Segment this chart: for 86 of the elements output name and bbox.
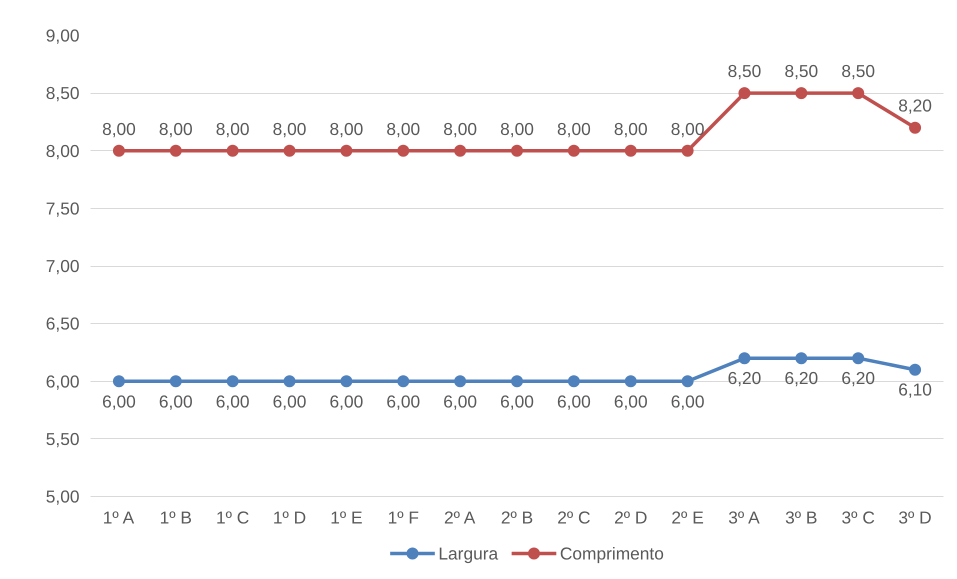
x-tick-label: 2º D xyxy=(614,508,648,528)
data-label: 8,00 xyxy=(500,118,534,139)
point xyxy=(284,144,296,157)
data-label: 6,10 xyxy=(898,380,932,400)
x-tick-label: 3º A xyxy=(728,508,760,528)
point xyxy=(624,375,637,388)
point xyxy=(795,352,808,364)
x-tick-label: 2º E xyxy=(671,508,704,528)
point xyxy=(226,144,239,157)
data-label: 6,00 xyxy=(443,391,478,412)
point xyxy=(738,352,750,364)
data-label: 8,50 xyxy=(841,61,876,82)
data-label: 8,00 xyxy=(158,118,193,139)
x-tick-label: 1º A xyxy=(102,508,135,528)
point xyxy=(909,122,922,134)
point xyxy=(795,87,808,100)
point xyxy=(284,375,296,388)
point xyxy=(852,87,864,100)
data-label: 6,00 xyxy=(216,391,250,412)
point xyxy=(340,144,352,157)
data-label: 8,00 xyxy=(330,118,364,139)
y-tick-label: 7,50 xyxy=(46,198,80,218)
data-label: 6,20 xyxy=(784,368,818,388)
data-label: 6,00 xyxy=(330,391,364,412)
legend-label: Comprimento xyxy=(560,544,664,564)
x-tick-label: 2º A xyxy=(444,508,476,528)
point xyxy=(170,144,182,157)
y-tick-label: 7,00 xyxy=(46,256,80,276)
x-tick-label: 1º B xyxy=(160,508,192,528)
data-label: 6,00 xyxy=(386,391,420,412)
point xyxy=(682,375,694,388)
y-tick-label: 8,50 xyxy=(46,83,80,104)
point xyxy=(112,144,125,157)
data-label: 6,00 xyxy=(614,391,648,412)
point xyxy=(397,375,410,388)
x-tick-label: 3º C xyxy=(842,508,875,528)
point xyxy=(738,87,750,100)
x-tick-label: 2º C xyxy=(557,508,591,528)
point xyxy=(624,144,637,157)
point xyxy=(226,375,239,388)
data-label: 8,00 xyxy=(386,118,420,139)
data-label: 6,00 xyxy=(557,391,591,412)
data-label: 6,20 xyxy=(841,368,876,388)
x-tick-label: 3º B xyxy=(785,508,818,528)
data-label: 8,00 xyxy=(614,118,648,139)
data-label: 6,00 xyxy=(158,391,193,412)
x-tick-label: 1º E xyxy=(330,508,363,528)
data-label: 6,00 xyxy=(272,391,306,412)
point xyxy=(682,144,694,157)
data-label: 8,50 xyxy=(728,61,762,82)
data-label: 8,00 xyxy=(670,118,704,139)
data-label: 8,00 xyxy=(443,118,478,139)
y-tick-label: 5,50 xyxy=(46,428,80,449)
legend-label: Largura xyxy=(438,544,498,564)
y-tick-label: 5,00 xyxy=(46,486,80,506)
data-label: 6,00 xyxy=(500,391,534,412)
y-tick-label: 9,00 xyxy=(46,26,80,46)
x-tick-label: 1º C xyxy=(216,508,250,528)
data-label: 8,00 xyxy=(272,118,306,139)
point xyxy=(852,352,864,364)
y-tick-label: 8,00 xyxy=(46,140,80,161)
x-tick-label: 1º F xyxy=(388,508,419,528)
point xyxy=(397,144,410,157)
point xyxy=(170,375,182,388)
x-tick-label: 3º D xyxy=(898,508,932,528)
point xyxy=(511,375,523,388)
x-tick-label: 1º D xyxy=(272,508,306,528)
point xyxy=(511,144,523,157)
data-label: 6,00 xyxy=(670,391,704,412)
data-label: 6,20 xyxy=(728,368,762,388)
y-tick-label: 6,50 xyxy=(46,314,80,334)
point xyxy=(340,375,352,388)
point xyxy=(568,375,580,388)
point xyxy=(112,375,125,388)
data-label: 8,50 xyxy=(784,61,818,82)
point xyxy=(454,144,466,157)
data-label: 6,00 xyxy=(102,391,136,412)
data-label: 8,00 xyxy=(557,118,591,139)
point xyxy=(454,375,466,388)
data-label: 8,00 xyxy=(102,118,136,139)
data-label: 8,20 xyxy=(898,96,932,116)
data-label: 8,00 xyxy=(216,118,250,139)
x-tick-label: 2º B xyxy=(500,508,534,528)
point xyxy=(909,364,922,376)
point xyxy=(568,144,580,157)
y-tick-label: 6,00 xyxy=(46,371,80,392)
